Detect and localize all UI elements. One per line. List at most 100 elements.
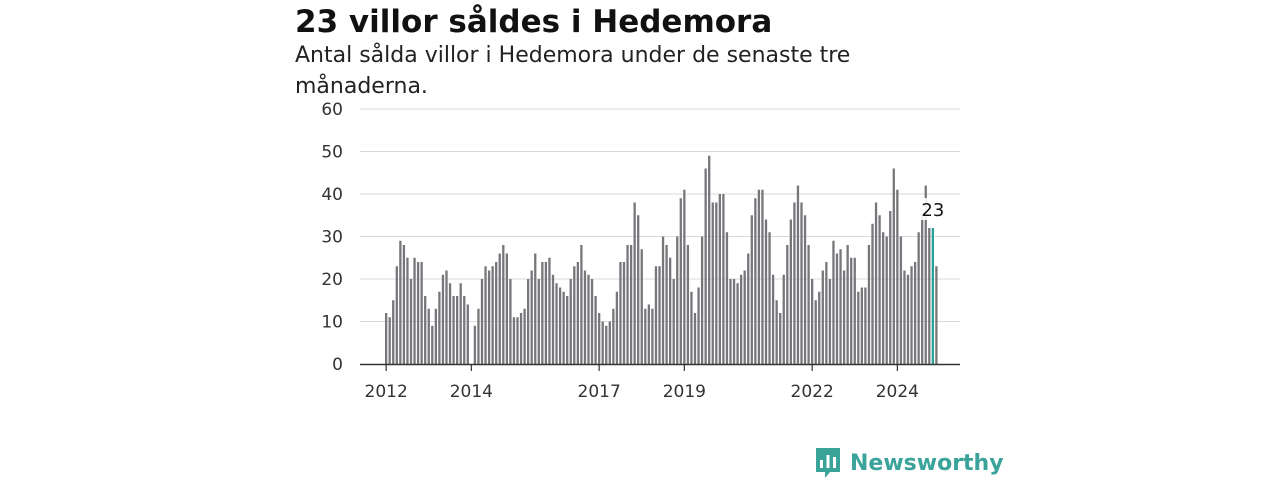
bar — [740, 274, 743, 364]
bar — [605, 325, 608, 364]
bar — [658, 266, 661, 364]
bar — [750, 215, 753, 364]
bar — [732, 279, 736, 364]
y-tick-label: 40 — [321, 185, 343, 205]
bar — [885, 236, 888, 364]
brand-name: Newsworthy — [850, 450, 1004, 476]
x-tick-label: 2022 — [791, 382, 834, 402]
bar — [807, 245, 810, 364]
bar — [775, 300, 778, 364]
bar — [786, 245, 789, 364]
bar — [402, 245, 406, 364]
bar — [825, 262, 828, 364]
bar — [456, 296, 459, 364]
bar — [409, 279, 413, 364]
bar — [910, 266, 913, 364]
bar — [853, 257, 856, 364]
bar — [903, 270, 906, 364]
chart-title: 23 villor såldes i Hedemora — [295, 4, 773, 40]
bar — [818, 291, 821, 364]
bar — [761, 189, 764, 364]
x-tick-label: 2017 — [578, 382, 621, 402]
bar — [669, 257, 672, 364]
y-tick-label: 20 — [321, 270, 343, 290]
bar — [917, 232, 920, 364]
bar — [793, 202, 796, 364]
bar — [505, 253, 508, 364]
bar — [622, 262, 626, 364]
bar — [519, 313, 523, 364]
data-labels: 23 — [917, 198, 946, 221]
bar — [406, 257, 409, 364]
bar — [814, 300, 817, 364]
bar — [438, 291, 441, 364]
bar — [562, 291, 565, 364]
bar — [527, 279, 530, 364]
bar — [537, 279, 540, 364]
x-tick-label: 2014 — [450, 382, 493, 402]
bar — [551, 274, 555, 364]
bar — [569, 279, 572, 364]
bar — [697, 287, 700, 364]
bar — [583, 270, 587, 364]
bar — [857, 291, 860, 364]
bar — [899, 236, 903, 364]
bar — [779, 313, 782, 364]
x-tick-label: 2019 — [663, 382, 706, 402]
bar — [637, 215, 640, 364]
bar — [832, 240, 835, 364]
bar — [388, 317, 391, 364]
bar — [811, 279, 814, 364]
bar — [715, 202, 718, 364]
bar — [704, 168, 707, 364]
bar — [839, 249, 842, 364]
bar — [466, 304, 469, 364]
bar — [644, 308, 647, 364]
bar — [434, 308, 437, 364]
bar — [743, 270, 746, 364]
bar — [647, 304, 650, 364]
bar — [491, 266, 494, 364]
bar — [878, 215, 881, 364]
bar — [459, 283, 462, 364]
x-axis — [360, 363, 960, 371]
bar — [842, 270, 846, 364]
bar — [576, 262, 579, 364]
bar — [629, 245, 633, 364]
bar — [530, 270, 533, 364]
bar — [534, 253, 537, 364]
bar — [718, 194, 721, 364]
bar — [427, 308, 430, 364]
bar — [498, 253, 501, 364]
bar — [867, 245, 871, 364]
y-tick-label: 50 — [321, 143, 343, 163]
bar — [747, 253, 750, 364]
bar — [796, 185, 800, 364]
bar — [828, 279, 832, 364]
bar — [913, 262, 917, 364]
bar — [679, 198, 682, 364]
bar — [573, 266, 576, 364]
bar — [700, 236, 704, 364]
bar — [729, 279, 732, 364]
bar — [835, 253, 839, 364]
bar — [924, 185, 927, 364]
bar — [431, 325, 434, 364]
brand-logo: Newsworthy — [814, 446, 1004, 480]
bar — [672, 279, 675, 364]
data-label-background — [917, 198, 946, 220]
bar — [771, 274, 775, 364]
chart-subtitle: Antal sålda villor i Hedemora under de s… — [295, 43, 851, 99]
bar — [803, 215, 807, 364]
bar — [541, 262, 544, 364]
bar — [555, 283, 558, 364]
bar — [587, 274, 590, 364]
bar — [860, 287, 863, 364]
bar — [683, 189, 686, 364]
y-tick-label: 30 — [321, 228, 343, 248]
bar — [651, 308, 654, 364]
bar — [864, 287, 867, 364]
bar — [495, 262, 498, 364]
x-axis-labels: 2012 2014 2017 2019 2022 2024 — [365, 382, 919, 402]
bar — [693, 313, 697, 364]
